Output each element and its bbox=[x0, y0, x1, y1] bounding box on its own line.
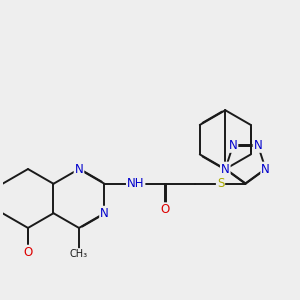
Text: O: O bbox=[23, 246, 33, 259]
Text: N: N bbox=[254, 139, 262, 152]
Text: CH₃: CH₃ bbox=[70, 249, 88, 259]
Text: S: S bbox=[217, 177, 224, 190]
Text: N: N bbox=[100, 207, 109, 220]
Text: N: N bbox=[261, 163, 270, 176]
Text: N: N bbox=[229, 139, 237, 152]
Text: NH: NH bbox=[127, 177, 144, 190]
Text: O: O bbox=[160, 203, 170, 216]
Text: N: N bbox=[221, 163, 230, 176]
Text: N: N bbox=[75, 163, 83, 176]
